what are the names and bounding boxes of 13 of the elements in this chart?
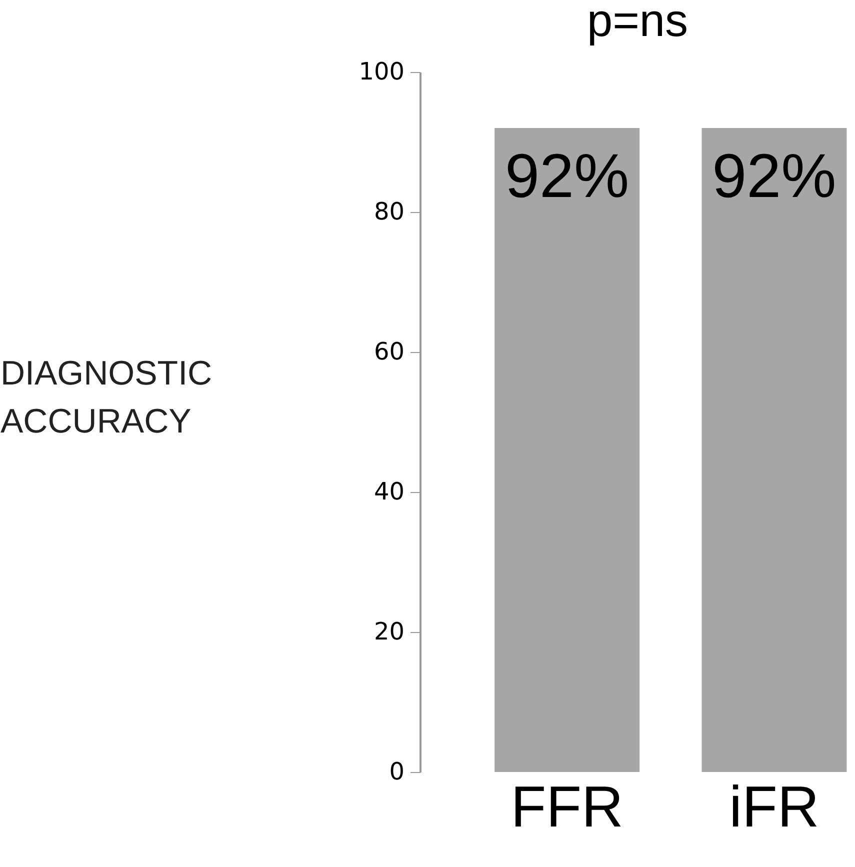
chart-title: p=ns [586, 0, 688, 46]
data-label: 92% [712, 142, 836, 211]
text: ACCURACY [0, 402, 192, 440]
data-label: 92% [505, 142, 630, 211]
y-tick-label: 0 [389, 758, 404, 786]
text: DIAGNOSTIC [0, 354, 212, 392]
y-tick-label: 20 [374, 618, 404, 646]
y-tick-label: 60 [374, 338, 404, 366]
x-tick-label: FFR [510, 774, 624, 840]
y-tick-label: 80 [374, 198, 404, 226]
y-tick-label: 40 [374, 478, 404, 506]
y-tick-label: 100 [358, 58, 404, 86]
x-tick-label: iFR [729, 774, 820, 840]
